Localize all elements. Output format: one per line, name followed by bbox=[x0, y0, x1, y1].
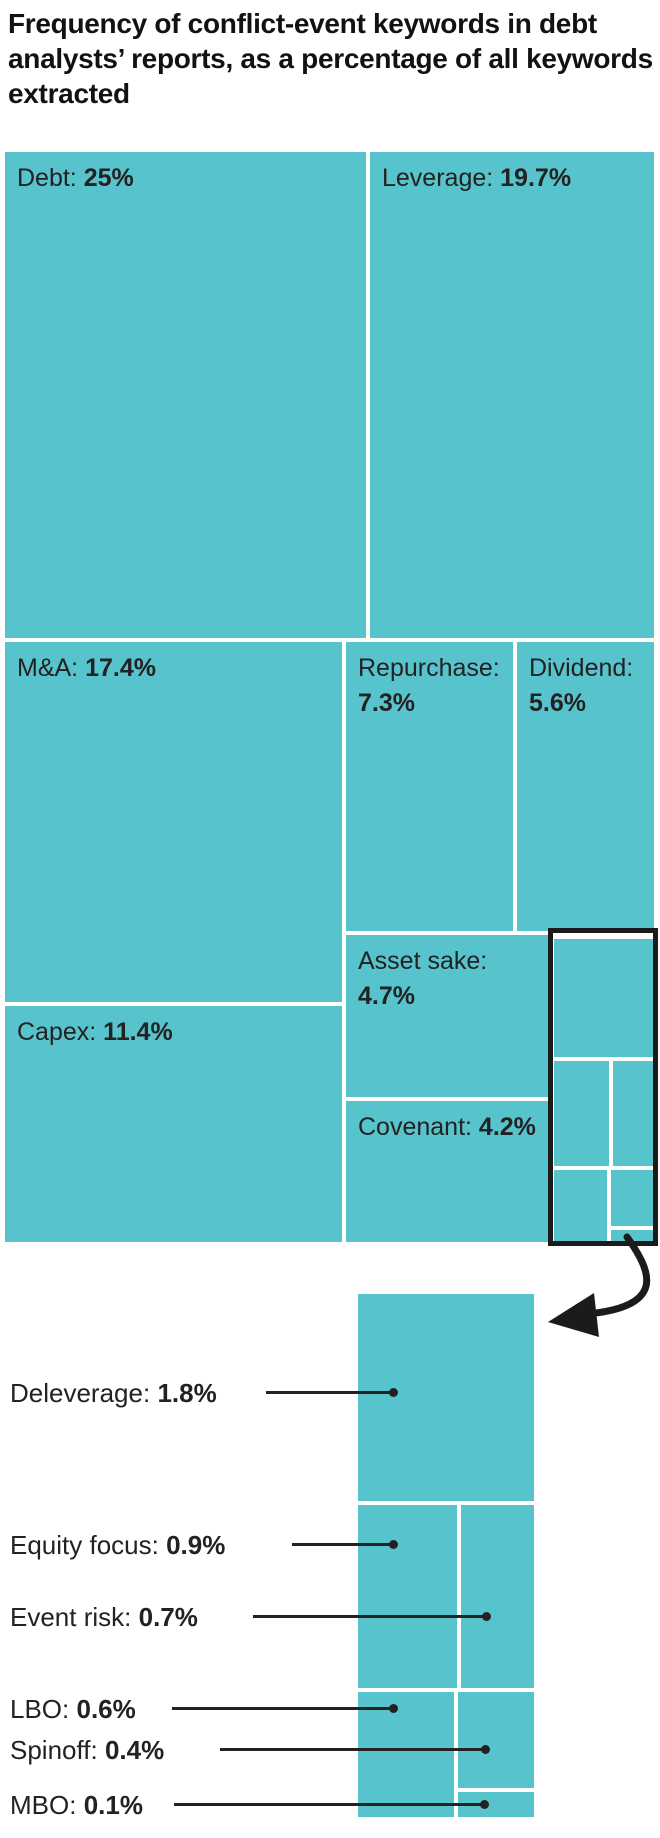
detail-highlight-box bbox=[548, 928, 658, 1246]
treemap-cell-capex: Capex: 11.4% bbox=[5, 1006, 342, 1242]
leader-dot-deleverage bbox=[389, 1388, 398, 1397]
treemap-cell-mna: M&A: 17.4% bbox=[5, 642, 342, 1002]
cell-label: Asset sake: 4.7% bbox=[358, 947, 488, 1010]
treemap-mini-cell-lbo bbox=[554, 1170, 607, 1242]
cell-label: Repurchase: 7.3% bbox=[358, 654, 500, 717]
detail-cell-spinoff bbox=[458, 1692, 534, 1788]
treemap-mini-cell-event-risk bbox=[613, 1061, 654, 1166]
treemap-cell-leverage: Leverage: 19.7% bbox=[370, 152, 654, 638]
chart-title: Frequency of conflict-event keywords in … bbox=[8, 8, 653, 109]
treemap-mini-cell-equity-focus bbox=[554, 1061, 609, 1166]
leader-line-equity-focus bbox=[292, 1543, 394, 1546]
leader-dot-equity-focus bbox=[389, 1540, 398, 1549]
detail-label-lbo: LBO: 0.6% bbox=[10, 1694, 136, 1724]
treemap-cell-covenant: Covenant: 4.2% bbox=[346, 1101, 550, 1242]
treemap-mini-cell-mbo bbox=[611, 1230, 654, 1242]
leader-dot-mbo bbox=[480, 1800, 489, 1809]
leader-dot-event-risk bbox=[482, 1612, 491, 1621]
leader-line-event-risk bbox=[253, 1615, 487, 1618]
leader-line-lbo bbox=[172, 1707, 394, 1710]
leader-dot-spinoff bbox=[481, 1745, 490, 1754]
leader-line-spinoff bbox=[220, 1748, 486, 1751]
cell-label: Dividend: 5.6% bbox=[529, 654, 634, 717]
treemap-cell-debt: Debt: 25% bbox=[5, 152, 366, 638]
leader-line-deleverage bbox=[266, 1391, 394, 1394]
cell-label: M&A: 17.4% bbox=[17, 654, 156, 682]
treemap-cell-dividend: Dividend: 5.6% bbox=[517, 642, 654, 931]
detail-cell-deleverage bbox=[358, 1294, 534, 1501]
treemap-cell-repurchase: Repurchase: 7.3% bbox=[346, 642, 513, 931]
zoom-arrow-icon bbox=[548, 1233, 651, 1337]
leader-line-mbo bbox=[174, 1803, 485, 1806]
detail-label-spinoff: Spinoff: 0.4% bbox=[10, 1735, 165, 1765]
detail-cell-lbo bbox=[358, 1692, 454, 1817]
detail-label-deleverage: Deleverage: 1.8% bbox=[10, 1378, 217, 1408]
cell-label: Debt: 25% bbox=[17, 164, 134, 192]
treemap-mini-cell-deleverage bbox=[554, 939, 654, 1057]
treemap-mini-cell-spinoff bbox=[611, 1170, 654, 1226]
cell-label: Covenant: 4.2% bbox=[358, 1113, 536, 1141]
detail-cell-event-risk bbox=[461, 1505, 534, 1688]
detail-cell-equity-focus bbox=[358, 1505, 457, 1688]
leader-dot-lbo bbox=[389, 1704, 398, 1713]
detail-label-mbo: MBO: 0.1% bbox=[10, 1790, 143, 1820]
cell-label: Capex: 11.4% bbox=[17, 1018, 173, 1046]
detail-label-event-risk: Event risk: 0.7% bbox=[10, 1602, 198, 1632]
cell-label: Leverage: 19.7% bbox=[382, 164, 572, 192]
detail-label-equity-focus: Equity focus: 0.9% bbox=[10, 1530, 226, 1560]
treemap-cell-asset-sake: Asset sake: 4.7% bbox=[346, 935, 550, 1097]
